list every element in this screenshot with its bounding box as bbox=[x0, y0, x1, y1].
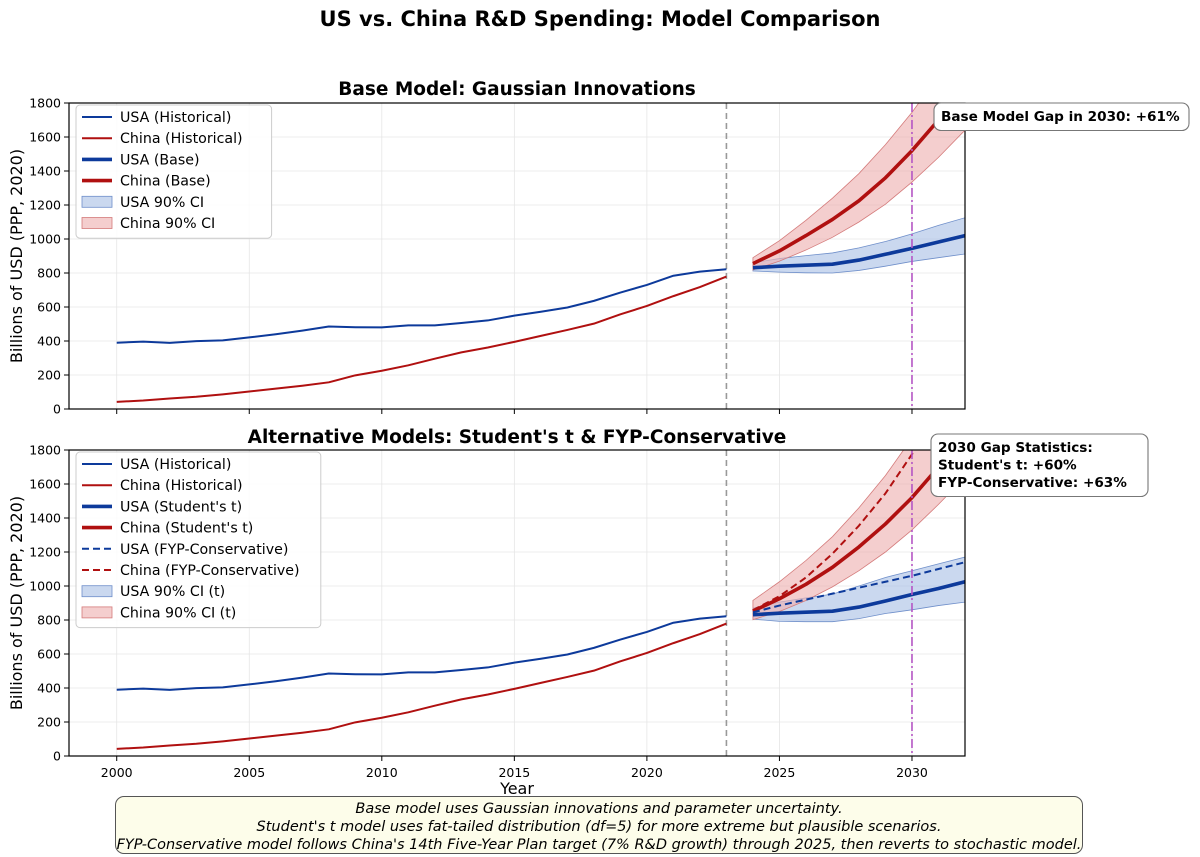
series-line bbox=[752, 580, 965, 617]
series-line bbox=[116, 615, 727, 691]
legend-label: USA (Student's t) bbox=[120, 499, 242, 515]
y-tick-label: 400 bbox=[37, 334, 61, 349]
annotation-text: FYP-Conservative: +63% bbox=[938, 475, 1127, 491]
annotation-text: Student's t: +60% bbox=[938, 458, 1077, 474]
legend-label: China 90% CI (t) bbox=[120, 605, 236, 621]
chart-panel-1: 0 200 400 600 800 1000 1200 1400 1600 1800 Base Mo… bbox=[7, 79, 1190, 417]
plot-frame bbox=[68, 449, 966, 757]
y-axis-label: Billions of USD (PPP, 2020) bbox=[7, 496, 26, 710]
footnote-line-1: Base model uses Gaussian innovations and… bbox=[355, 801, 843, 817]
y-tick-label: 1800 bbox=[29, 443, 61, 458]
series-line bbox=[752, 233, 965, 270]
series-line bbox=[752, 450, 955, 613]
legend-swatch-patch bbox=[81, 217, 113, 229]
legend-swatch-patch bbox=[81, 195, 113, 208]
y-tick-label: 200 bbox=[37, 715, 61, 730]
y-tick-label: 1000 bbox=[29, 579, 61, 594]
annotation-box bbox=[933, 102, 1190, 132]
x-tick-label: 2030 bbox=[896, 765, 928, 780]
legend-label: China 90% CI bbox=[120, 216, 215, 232]
legend-label: China (Base) bbox=[120, 174, 211, 190]
x-tick-label: 2010 bbox=[366, 765, 398, 780]
y-tick-label: 600 bbox=[37, 300, 61, 315]
gap-annotation: 2030 Gap Statistics: Student's t: +60%FYP… bbox=[930, 433, 1149, 498]
y-tick-label: 1200 bbox=[29, 198, 61, 213]
y-tick-label: 1000 bbox=[29, 232, 61, 247]
series-line bbox=[752, 561, 965, 614]
legend-label: USA (Historical) bbox=[120, 110, 231, 126]
annotation-text: 2030 Gap Statistics: bbox=[938, 440, 1093, 456]
series-line bbox=[116, 622, 727, 750]
y-tick-label: 1400 bbox=[29, 511, 61, 526]
legend-label: China (Historical) bbox=[120, 131, 243, 147]
annotation-text: Base Model Gap in 2030: +61% bbox=[941, 109, 1180, 125]
y-axis-label: Billions of USD (PPP, 2020) bbox=[7, 149, 26, 363]
plot-area bbox=[116, 103, 965, 409]
series-line bbox=[116, 275, 727, 403]
y-tick-label: 1600 bbox=[29, 130, 61, 145]
y-tick-label: 800 bbox=[37, 266, 61, 281]
x-tick-label: 2005 bbox=[233, 765, 265, 780]
footnote-line-3: FYP-Conservative model follows China's 1… bbox=[116, 837, 1082, 853]
legend-label: USA (FYP-Conservative) bbox=[120, 542, 288, 558]
footnote-line-2: Student's t model uses fat-tailed distri… bbox=[256, 819, 942, 835]
legend-swatch-patch bbox=[81, 606, 113, 619]
chart-title: Base Model: Gaussian Innovations bbox=[338, 79, 696, 100]
y-tick-label: 1400 bbox=[29, 164, 61, 179]
legend-label: USA (Historical) bbox=[120, 457, 231, 473]
x-tick-label: 2000 bbox=[101, 765, 133, 780]
legend-swatch-patch bbox=[81, 585, 113, 598]
legend-label: USA 90% CI (t) bbox=[120, 584, 225, 600]
x-tick-label: 2015 bbox=[498, 765, 530, 780]
series-line bbox=[116, 268, 727, 344]
plot-area bbox=[116, 450, 965, 756]
annotation-box bbox=[930, 433, 1149, 498]
x-tick-label: 2025 bbox=[764, 765, 796, 780]
legend-label: China (Historical) bbox=[120, 478, 243, 494]
gap-annotation: Base Model Gap in 2030: +61% bbox=[933, 102, 1190, 132]
legend: USA (Historical) China (Historical) USA (S… bbox=[75, 451, 322, 629]
footnote-box: Base model uses Gaussian innovations and… bbox=[115, 796, 1083, 854]
y-tick-label: 1200 bbox=[29, 545, 61, 560]
legend-label: USA 90% CI bbox=[120, 195, 204, 211]
y-tick-label: 200 bbox=[37, 368, 61, 383]
figure-title: US vs. China R&D Spending: Model Compari… bbox=[320, 7, 881, 31]
chart-title: Alternative Models: Student's t & FYP-Co… bbox=[248, 427, 787, 448]
legend: USA (Historical) China (Historical) USA (B… bbox=[75, 104, 273, 239]
series-line bbox=[752, 450, 917, 612]
y-tick-label: 800 bbox=[37, 613, 61, 628]
legend-label: China (Student's t) bbox=[120, 521, 253, 537]
plot-frame bbox=[68, 102, 966, 410]
y-tick-label: 1600 bbox=[29, 477, 61, 492]
legend-label: USA (Base) bbox=[120, 152, 200, 168]
legend-box bbox=[75, 451, 322, 629]
x-axis-label: Year bbox=[499, 779, 534, 798]
y-tick-label: 600 bbox=[37, 647, 61, 662]
legend-box bbox=[75, 104, 273, 239]
y-tick-label: 400 bbox=[37, 681, 61, 696]
legend-label: China (FYP-Conservative) bbox=[120, 563, 300, 579]
y-tick-label: 0 bbox=[53, 749, 61, 764]
x-tick-label: 2020 bbox=[631, 765, 663, 780]
y-tick-label: 1800 bbox=[29, 96, 61, 111]
y-tick-label: 0 bbox=[53, 402, 61, 417]
series-line bbox=[752, 103, 956, 266]
chart-panel-2: 0 200 400 600 800 1000 1200 1400 1600 1800 2000 200… bbox=[7, 427, 1149, 798]
